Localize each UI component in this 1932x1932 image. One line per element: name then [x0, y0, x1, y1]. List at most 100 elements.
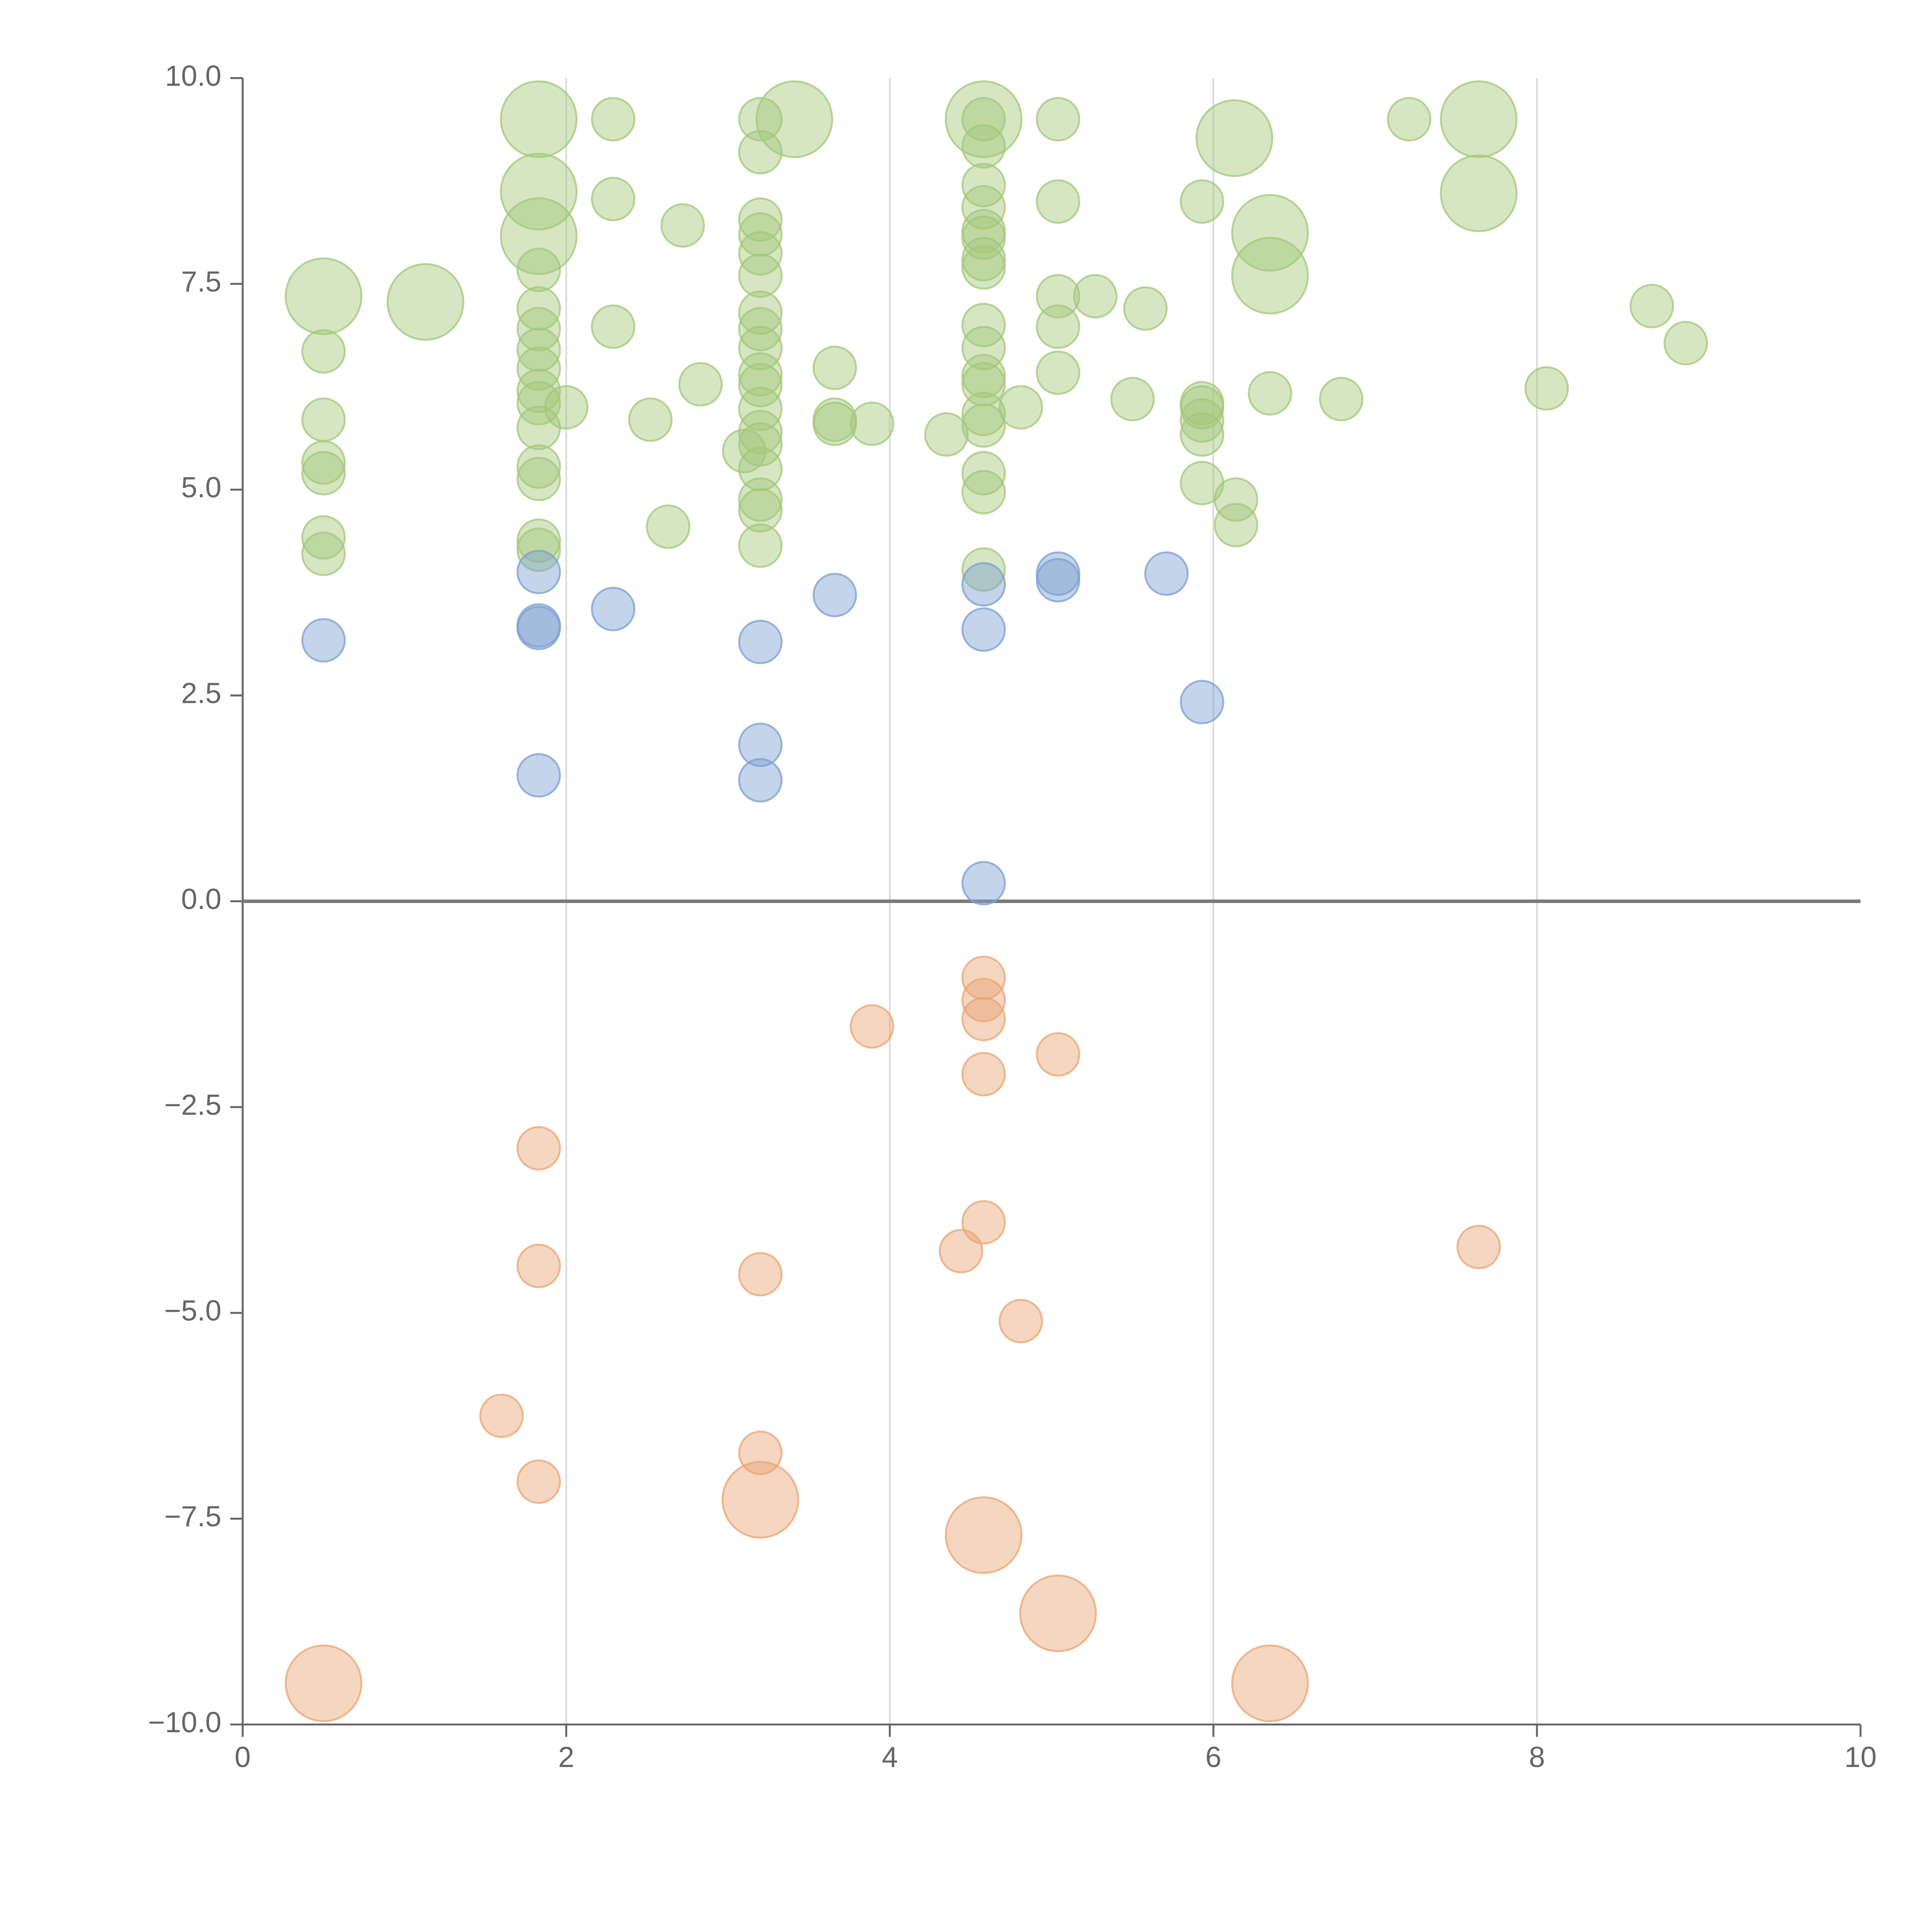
data-point-high	[924, 412, 969, 457]
data-point-high	[1036, 274, 1080, 319]
data-point-high	[738, 197, 783, 242]
data-point-high	[961, 470, 1006, 515]
data-point-low	[961, 978, 1006, 1022]
data-point-high	[1231, 236, 1309, 315]
data-point-high	[1214, 477, 1259, 522]
data-point-high	[1248, 371, 1293, 416]
data-point-high	[722, 429, 767, 473]
y-tick-label: −2.5	[164, 1088, 221, 1121]
data-point-high	[301, 397, 346, 442]
data-point-high	[516, 457, 561, 502]
data-point-high	[738, 523, 783, 568]
data-point-high	[738, 447, 783, 492]
data-point-mid	[812, 573, 857, 617]
data-point-high	[591, 97, 636, 142]
data-point-high	[1440, 154, 1518, 232]
data-point-mid	[1036, 551, 1080, 596]
data-point-low	[945, 1496, 1023, 1574]
data-point-high	[738, 253, 783, 298]
data-point-mid	[961, 562, 1006, 607]
data-point-high	[1110, 377, 1155, 422]
data-point-high	[386, 263, 464, 341]
data-point-low	[479, 1393, 524, 1438]
y-tick-label: 5.0	[181, 471, 221, 503]
data-point-high	[1180, 412, 1225, 457]
data-point-high	[516, 247, 561, 292]
data-point-high	[961, 303, 1006, 347]
data-point-high	[1440, 80, 1518, 158]
data-point-low	[284, 1644, 362, 1722]
data-point-high	[1073, 274, 1118, 319]
data-point-mid	[1180, 680, 1225, 724]
data-point-high	[738, 352, 783, 397]
data-point-low	[961, 997, 1006, 1041]
y-tick-label: 2.5	[181, 677, 221, 709]
data-point-high	[1123, 286, 1168, 331]
data-point-high	[301, 515, 346, 560]
data-point-high	[961, 163, 1006, 207]
data-point-low	[721, 1461, 799, 1539]
data-point-low	[516, 1126, 561, 1171]
data-point-high	[500, 80, 578, 158]
data-point-high	[516, 369, 561, 413]
data-point-high	[1036, 350, 1080, 395]
data-point-high	[961, 403, 1006, 448]
data-point-high	[628, 397, 673, 442]
data-point-high	[738, 326, 783, 371]
data-point-low	[1231, 1644, 1309, 1722]
data-point-high	[738, 488, 783, 533]
data-point-high	[1196, 99, 1274, 177]
data-point-high	[516, 405, 561, 450]
data-point-high	[738, 307, 783, 352]
data-point-low	[1456, 1225, 1501, 1269]
data-point-high	[678, 362, 723, 407]
data-point-high	[1214, 503, 1259, 548]
data-point-high	[738, 290, 783, 335]
data-point-low	[1019, 1574, 1097, 1652]
data-point-high	[738, 212, 783, 257]
data-points	[284, 80, 1708, 1722]
data-point-mid	[591, 587, 636, 631]
x-tick-label: 8	[1529, 1741, 1545, 1773]
data-point-low	[961, 1052, 1006, 1097]
data-point-high	[1387, 97, 1432, 142]
y-tick-label: −7.5	[164, 1500, 221, 1532]
data-point-high	[738, 130, 783, 175]
data-point-high	[738, 410, 783, 454]
data-point-high	[998, 385, 1043, 430]
data-point-high	[500, 197, 578, 275]
data-point-high	[738, 363, 783, 408]
x-tick-label: 2	[558, 1741, 575, 1773]
data-point-high	[301, 440, 346, 485]
data-point-high	[500, 153, 578, 231]
data-point-mid	[1144, 551, 1189, 596]
data-point-high	[1231, 194, 1309, 272]
data-point-high	[1036, 179, 1080, 224]
data-point-mid	[738, 619, 783, 664]
data-point-mid	[738, 723, 783, 767]
data-point-mid	[301, 618, 346, 663]
data-point-mid	[738, 758, 783, 803]
x-tick-label: 0	[235, 1741, 251, 1773]
data-point-high	[1180, 179, 1225, 224]
data-point-high	[850, 401, 895, 446]
data-point-high	[516, 381, 561, 426]
data-point-high	[301, 531, 346, 576]
data-point-mid	[1036, 558, 1080, 603]
data-point-high	[1180, 398, 1225, 443]
data-point-high	[1663, 321, 1708, 366]
data-point-high	[660, 203, 705, 248]
data-point-high	[961, 185, 1006, 230]
data-point-high	[516, 444, 561, 489]
data-point-low	[738, 1252, 783, 1297]
data-point-low	[961, 956, 1006, 1000]
data-point-high	[812, 345, 857, 390]
data-point-high	[738, 231, 783, 276]
data-point-low	[1036, 1032, 1080, 1077]
data-point-mid	[516, 549, 561, 594]
data-point-high	[961, 391, 1006, 436]
data-point-mid	[961, 607, 1006, 652]
data-point-high	[516, 327, 561, 372]
data-point-high	[591, 177, 636, 221]
